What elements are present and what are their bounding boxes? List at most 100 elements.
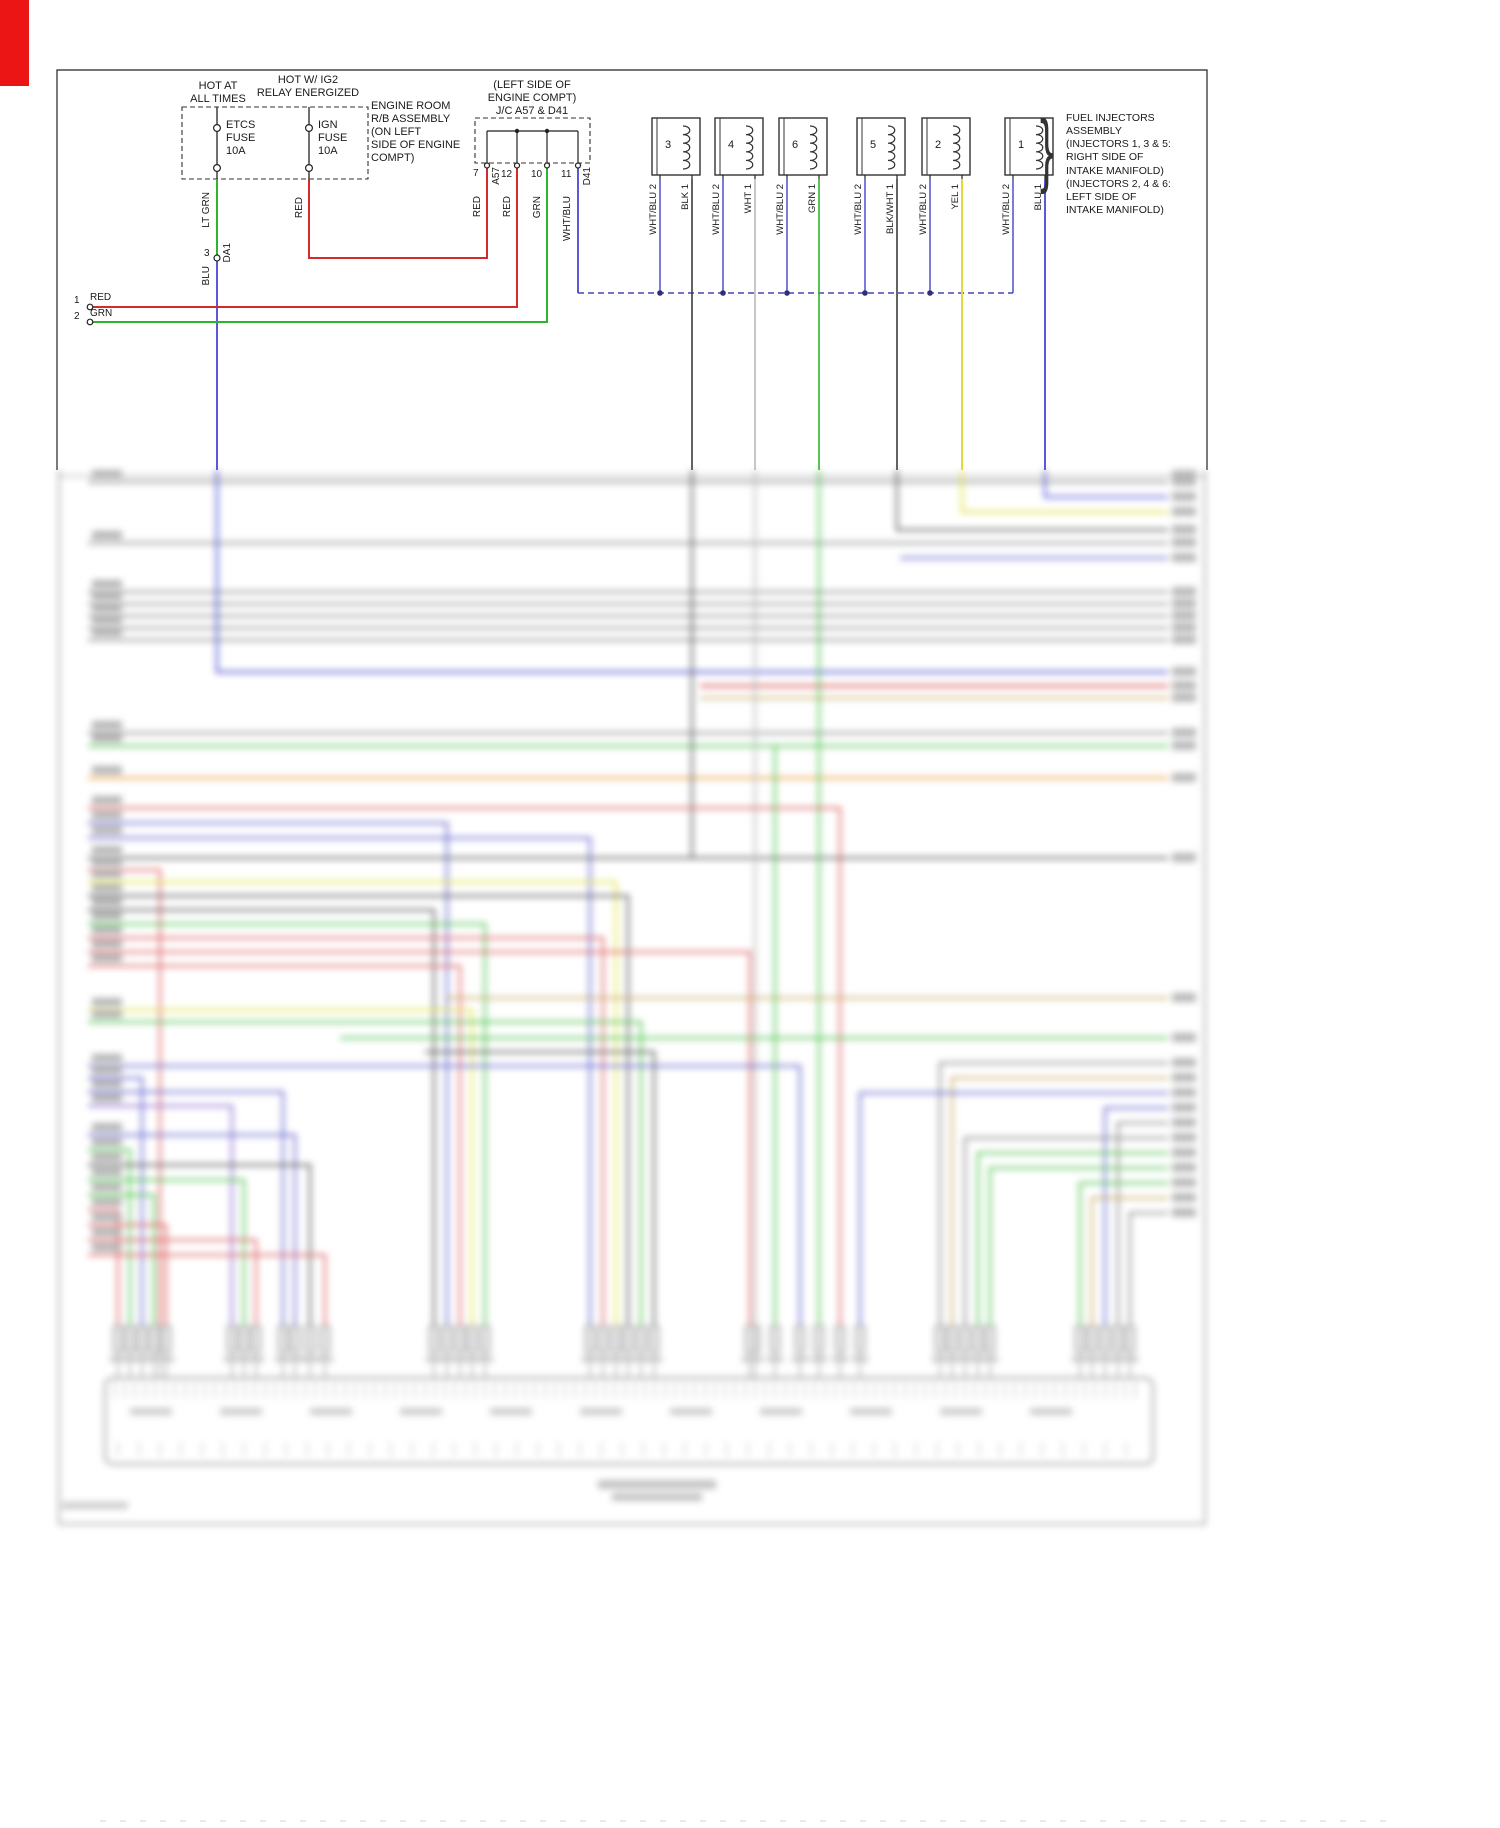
blurred-left-label bbox=[92, 1010, 122, 1018]
blurred-pin-label bbox=[1072, 1356, 1088, 1362]
wire bbox=[88, 1163, 312, 1335]
wire bbox=[976, 1151, 1168, 1335]
blurred-right-label bbox=[1172, 587, 1196, 596]
blurred-right-label bbox=[1172, 773, 1196, 782]
injector-box-5 bbox=[856, 117, 906, 176]
jc-d41-label: D41 bbox=[582, 167, 593, 186]
blurred-left-label bbox=[92, 531, 122, 539]
wire-label-lt-grn: LT GRN bbox=[201, 192, 212, 228]
blurred-right-label bbox=[1172, 623, 1196, 632]
blurred-pin-label bbox=[275, 1356, 291, 1362]
blurred-pin-label bbox=[122, 1356, 138, 1362]
connector-stub bbox=[584, 1325, 596, 1353]
wire bbox=[88, 922, 487, 1335]
da1-pin-number: 3 bbox=[204, 248, 210, 259]
blurred-right-label bbox=[1172, 681, 1196, 690]
wire bbox=[88, 908, 436, 1335]
wire bbox=[1116, 1121, 1168, 1335]
wire bbox=[88, 868, 162, 1335]
wire bbox=[425, 1050, 656, 1335]
blurred-pin-label bbox=[852, 1356, 868, 1362]
blurred-left-label bbox=[92, 1054, 122, 1062]
connector-stub bbox=[744, 1325, 756, 1353]
blurred-pin-label bbox=[970, 1356, 986, 1362]
connector-stub bbox=[834, 1325, 846, 1353]
wire bbox=[88, 1223, 168, 1335]
injector-box-3 bbox=[651, 117, 701, 176]
connector-symbol bbox=[657, 290, 663, 296]
connector-symbol bbox=[305, 164, 314, 173]
page-corner-marker bbox=[0, 0, 29, 86]
connector-stub bbox=[597, 1325, 609, 1353]
blurred-right-label bbox=[1172, 599, 1196, 608]
wire bbox=[1078, 1181, 1168, 1335]
ecm-pin2-number: 2 bbox=[74, 311, 80, 322]
wire bbox=[88, 821, 449, 1335]
connector-stub bbox=[610, 1325, 622, 1353]
blurred-left-label bbox=[92, 1153, 122, 1161]
wire bbox=[88, 1208, 120, 1335]
blurred-left-label bbox=[92, 1198, 122, 1206]
blurred-text-blob bbox=[940, 1408, 982, 1415]
injector-2-number: 2 bbox=[934, 139, 942, 151]
injector-box-1 bbox=[1004, 117, 1054, 176]
blurred-pin-label bbox=[1122, 1356, 1138, 1362]
wire bbox=[963, 1136, 1168, 1335]
connector-stub bbox=[984, 1325, 996, 1353]
wire bbox=[88, 1148, 132, 1335]
blurred-right-label bbox=[1172, 525, 1196, 534]
ign-fuse-label: IGN FUSE 10A bbox=[318, 119, 348, 157]
connector-stub bbox=[972, 1325, 984, 1353]
connector-symbol bbox=[213, 164, 222, 173]
connector-stub bbox=[959, 1325, 971, 1353]
blurred-pin-label bbox=[932, 1356, 948, 1362]
wire bbox=[88, 894, 630, 1335]
blurred-footnote bbox=[62, 1502, 128, 1509]
inj2-pin1-wire-label: YEL 1 bbox=[950, 184, 961, 210]
connector-stub bbox=[813, 1325, 825, 1353]
injector-box-4 bbox=[714, 117, 764, 176]
inj6-pin1-wire-label: GRN 1 bbox=[807, 184, 818, 214]
wire bbox=[895, 470, 1168, 532]
blurred-pin-label bbox=[236, 1356, 252, 1362]
blurred-pin-label bbox=[742, 1356, 758, 1362]
connector-symbol bbox=[784, 290, 790, 296]
connector-stub bbox=[136, 1325, 148, 1353]
connector-stub bbox=[466, 1325, 478, 1353]
blur-frame bbox=[58, 470, 1206, 1525]
wire bbox=[88, 1008, 474, 1335]
blurred-right-label bbox=[1172, 553, 1196, 562]
inj5-pin1-wire-label: BLK/WHT 1 bbox=[885, 184, 896, 234]
etcs-fuse-label: ETCS FUSE 10A bbox=[226, 119, 256, 157]
blurred-right-label bbox=[1172, 1148, 1196, 1157]
blurred-left-label bbox=[92, 998, 122, 1006]
blurred-pin-label bbox=[608, 1356, 624, 1362]
blurred-left-label bbox=[92, 1228, 122, 1236]
fuse-box bbox=[181, 106, 369, 180]
jc-pin12-number: 12 bbox=[501, 169, 513, 180]
blurred-left-label bbox=[92, 1066, 122, 1074]
wire-label-red-jc12: RED bbox=[502, 196, 513, 218]
blurred-pin-label bbox=[767, 1356, 783, 1362]
blurred-right-label bbox=[1172, 538, 1196, 547]
coil-symbol bbox=[887, 125, 896, 170]
connector-stub bbox=[441, 1325, 453, 1353]
blurred-left-label bbox=[92, 604, 122, 612]
blurred-text-blob bbox=[130, 1408, 172, 1415]
connector-symbol bbox=[86, 318, 94, 326]
blurred-pin-label bbox=[302, 1356, 318, 1362]
connector-stub bbox=[794, 1325, 806, 1353]
blurred-pin-label bbox=[832, 1356, 848, 1362]
wire bbox=[88, 1020, 643, 1335]
blurred-left-label bbox=[92, 940, 122, 948]
wire bbox=[988, 1166, 1168, 1335]
ecm-pin1-number: 1 bbox=[74, 295, 80, 306]
wire bbox=[1103, 1106, 1168, 1335]
blurred-left-label bbox=[92, 954, 122, 962]
connector-symbol bbox=[305, 123, 314, 132]
wire-label-blu: BLU bbox=[201, 266, 212, 286]
wire bbox=[88, 1253, 327, 1335]
connector-stub bbox=[1124, 1325, 1136, 1353]
inj3-pin2-wire-label: WHT/BLU 2 bbox=[648, 184, 659, 235]
